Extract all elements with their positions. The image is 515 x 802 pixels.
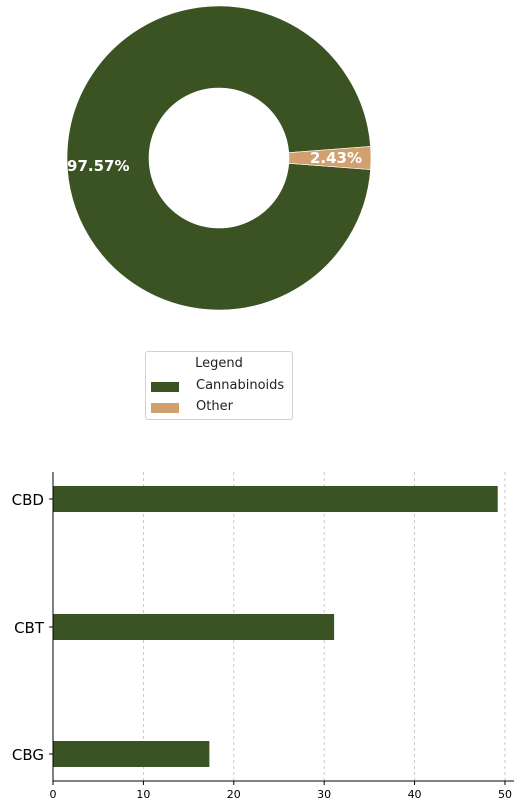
bar-cbt	[53, 614, 334, 640]
slice-label-cannabinoids: 97.57%	[67, 157, 129, 175]
donut-chart: 97.57% 2.43%	[0, 0, 515, 330]
legend-title: Legend	[146, 356, 292, 371]
legend-label-other: Other	[196, 399, 233, 414]
x-tick-label-10: 10	[136, 788, 150, 801]
category-label-cbt: CBT	[14, 619, 45, 637]
x-tick-label-30: 30	[317, 788, 331, 801]
category-label-cbg: CBG	[12, 746, 44, 764]
legend-swatch-other	[151, 403, 179, 413]
x-tick-label-40: 40	[408, 788, 422, 801]
x-tick-label-50: 50	[498, 788, 512, 801]
bar-cbg	[53, 741, 209, 767]
bar-cbd	[53, 486, 498, 512]
legend: Legend Cannabinoids Other	[145, 351, 293, 420]
x-tick-label-20: 20	[227, 788, 241, 801]
legend-label-cannabinoids: Cannabinoids	[196, 378, 284, 393]
category-label-cbd: CBD	[12, 491, 44, 509]
bar-chart: CBD CBT CBG 0 10 20 30 40 50	[0, 442, 515, 802]
slice-label-other: 2.43%	[310, 149, 362, 167]
x-tick-label-0: 0	[50, 788, 57, 801]
legend-swatch-cannabinoids	[151, 382, 179, 392]
